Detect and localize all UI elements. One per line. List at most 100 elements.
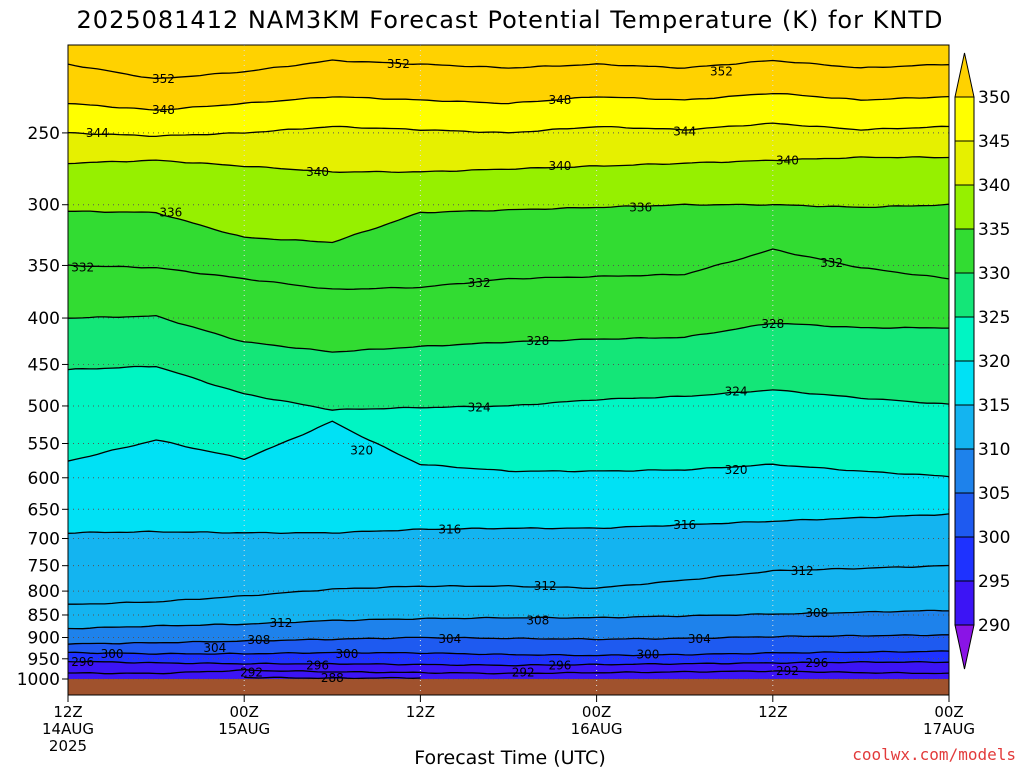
contour-label-312: 312	[269, 616, 292, 630]
grid-lines	[68, 45, 949, 695]
x-tick-label: 17AUG	[923, 720, 975, 738]
y-tick-label-800: 800	[28, 582, 60, 602]
colorbar-tick-label-300: 300	[978, 528, 1010, 548]
isentrope-332	[68, 248, 949, 290]
potential-temperature-fill	[68, 45, 949, 679]
contour-label-340: 340	[548, 159, 571, 173]
contour-label-320: 320	[350, 444, 373, 458]
contour-label-348: 348	[152, 103, 175, 117]
colorbar-segment-340	[954, 140, 975, 186]
colorbar-segment-345	[954, 96, 975, 142]
credit-text: coolwx.com/models	[852, 745, 1016, 764]
contour-label-292: 292	[776, 664, 799, 678]
colorbar-segment-325	[954, 272, 975, 318]
y-tick-label-550: 550	[28, 434, 60, 454]
contour-label-288: 288	[321, 671, 344, 685]
contour-label-296: 296	[805, 656, 828, 670]
y-tick-label-300: 300	[28, 196, 60, 216]
x-tick-label: 00Z	[934, 703, 963, 721]
contour-label-348: 348	[548, 93, 571, 107]
y-tick-label-500: 500	[28, 397, 60, 417]
isentrope-304	[68, 634, 949, 645]
contour-label-300: 300	[336, 647, 359, 661]
contour-label-340: 340	[776, 153, 799, 167]
contour-label-296: 296	[71, 655, 94, 669]
x-tick-label: 12Z	[758, 703, 787, 721]
isentrope-352	[68, 59, 949, 80]
contour-label-312: 312	[791, 564, 814, 578]
colorbar-tick-label-325: 325	[978, 308, 1010, 328]
colorbar-segment-315	[954, 360, 975, 406]
contour-label-352: 352	[710, 65, 733, 79]
colorbar-tick-label-345: 345	[978, 132, 1010, 152]
colorbar-tick-label-315: 315	[978, 396, 1010, 416]
x-tick-label: 14AUG	[42, 720, 94, 738]
x-axis-label: Forecast Time (UTC)	[414, 747, 605, 768]
contour-label-332: 332	[820, 256, 843, 270]
contour-label-336: 336	[159, 206, 182, 220]
y-tick-label-450: 450	[28, 355, 60, 375]
contour-label-304: 304	[203, 641, 226, 655]
contour-label-296: 296	[548, 658, 571, 672]
x-tick-label: 00Z	[230, 703, 259, 721]
contour-label-304: 304	[688, 632, 711, 646]
isentrope-344	[68, 122, 949, 138]
contour-label-328: 328	[526, 334, 549, 348]
contour-label-320: 320	[725, 463, 748, 477]
isentrope-300	[68, 650, 949, 657]
y-tick-label-900: 900	[28, 628, 60, 648]
colorbar-tick-label-290: 290	[978, 616, 1010, 636]
colorbar-tick-label-320: 320	[978, 352, 1010, 372]
colorbar-segment-320	[954, 316, 975, 362]
x-tick-label: 16AUG	[571, 720, 623, 738]
contour-label-324: 324	[725, 385, 748, 399]
isentrope-296	[68, 660, 949, 667]
isentrope-336	[68, 203, 949, 244]
contour-label-352: 352	[387, 57, 410, 71]
colorbar-tick-label-295: 295	[978, 572, 1010, 592]
x-tick-label: 2025	[49, 737, 87, 755]
isentrope-316	[68, 513, 949, 535]
y-tick-label-850: 850	[28, 606, 60, 626]
y-axis-ticks: 2503003504004505005506006507007508008509…	[17, 124, 68, 690]
isentrope-348	[68, 92, 949, 111]
colorbar-segment-300	[954, 492, 975, 538]
contour-label-308: 308	[247, 633, 270, 647]
plot-frame	[67, 44, 950, 696]
isentrope-308	[68, 609, 949, 630]
colorbar-arrow-bottom	[954, 624, 975, 670]
colorbar-segment-335	[954, 184, 975, 230]
ground-surface	[68, 679, 949, 695]
contour-label-328: 328	[761, 317, 784, 331]
contour-label-296: 296	[306, 658, 329, 672]
colorbar-arrow-top	[954, 52, 975, 98]
contour-label-344: 344	[673, 124, 696, 138]
contour-label-292: 292	[240, 666, 263, 680]
colorbar-tick-label-310: 310	[978, 440, 1010, 460]
contour-label-340: 340	[306, 165, 329, 179]
colorbar-tick-label-305: 305	[978, 484, 1010, 504]
contour-label-312: 312	[534, 579, 557, 593]
x-tick-label: 00Z	[582, 703, 611, 721]
isentrope-288	[244, 676, 421, 679]
colorbar-tick-label-340: 340	[978, 176, 1010, 196]
isentrope-320	[68, 420, 949, 478]
colorbar-segment-305	[954, 448, 975, 494]
colorbar-segment-330	[954, 228, 975, 274]
y-tick-label-750: 750	[28, 557, 60, 577]
isentrope-340	[68, 156, 949, 174]
chart-title: 2025081412 NAM3KM Forecast Potential Tem…	[77, 6, 944, 34]
y-tick-label-250: 250	[28, 124, 60, 144]
contour-label-344: 344	[86, 126, 109, 140]
x-tick-label: 15AUG	[218, 720, 270, 738]
colorbar: 290 295 300 305 310 315 320 325 330 335 340 345 350	[954, 52, 1010, 670]
contour-label-292: 292	[512, 666, 535, 680]
colorbar-segment-310	[954, 404, 975, 450]
contour-labels: 352 352 352 348 348 344 344 340 340 340 336 336 332 3…	[71, 57, 843, 685]
x-tick-label: 12Z	[406, 703, 435, 721]
y-tick-label-350: 350	[28, 256, 60, 276]
isentrope-312	[68, 564, 949, 605]
contour-label-304: 304	[438, 632, 461, 646]
